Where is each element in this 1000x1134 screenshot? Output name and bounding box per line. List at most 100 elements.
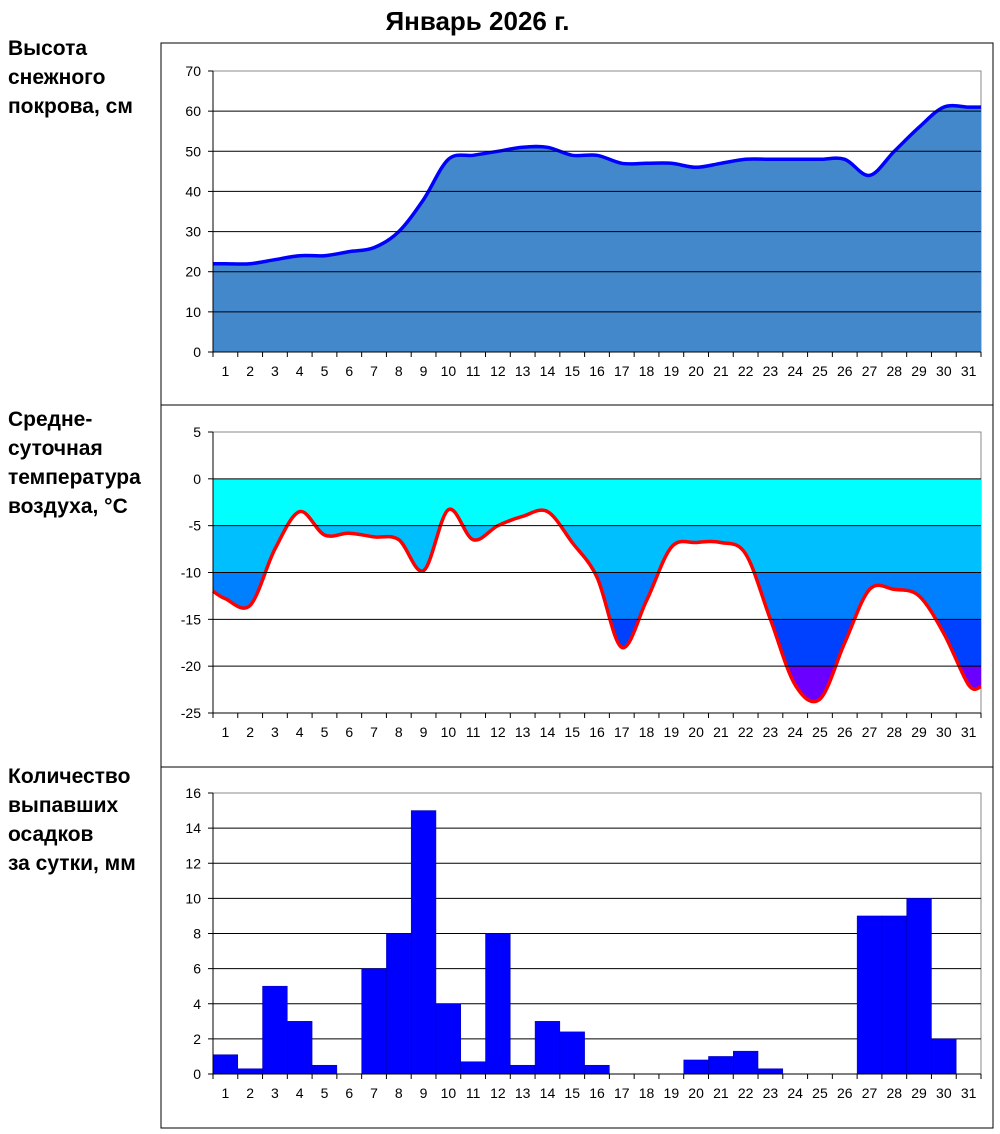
precip-x-tick-label: 15: [564, 1085, 580, 1101]
precip-y-tick-label: 10: [185, 890, 201, 906]
precip-x-tick-label: 12: [490, 1085, 506, 1101]
precip-x-tick-label: 7: [370, 1085, 378, 1101]
snow-x-tick-label: 15: [564, 363, 580, 379]
snow-x-tick-label: 10: [441, 363, 457, 379]
precip-bar: [287, 1021, 313, 1075]
precip-bar: [708, 1056, 734, 1075]
precip-bar: [510, 1064, 536, 1075]
precip-bar: [534, 1021, 561, 1075]
precip-y-tick-label: 4: [193, 996, 201, 1012]
snow-label-line: покрова, см: [8, 95, 133, 118]
temp-x-tick-label: 28: [887, 724, 903, 740]
page-title: Январь 2026 г.: [385, 6, 570, 36]
precip-bar: [931, 1038, 957, 1075]
precip-chart-label: Количество выпавших осадков за сутки, мм: [8, 762, 136, 878]
precip-bar: [212, 1054, 239, 1075]
snow-x-tick-label: 27: [862, 363, 878, 379]
snow-area-fill: [213, 105, 981, 352]
precip-x-tick-label: 24: [787, 1085, 803, 1101]
precip-bar: [410, 810, 437, 1075]
temp-y-tick-label: -25: [181, 705, 201, 721]
temp-y-tick-label: -5: [189, 518, 202, 534]
temp-x-tick-label: 6: [345, 724, 353, 740]
snow-x-tick-label: 16: [589, 363, 605, 379]
snow-x-tick-label: 6: [345, 363, 353, 379]
precip-x-tick-label: 4: [296, 1085, 304, 1101]
precip-y-tick-label: 2: [193, 1031, 201, 1047]
precip-x-tick-label: 13: [515, 1085, 531, 1101]
temp-x-tick-label: 4: [296, 724, 304, 740]
precip-x-tick-label: 20: [688, 1085, 704, 1101]
precip-bar: [559, 1031, 585, 1075]
snow-x-tick-label: 25: [812, 363, 828, 379]
snow-x-tick-label: 29: [911, 363, 927, 379]
temp-x-tick-label: 22: [738, 724, 754, 740]
temp-x-tick-label: 17: [614, 724, 630, 740]
temp-x-tick-label: 5: [321, 724, 329, 740]
temp-x-tick-label: 11: [466, 724, 481, 740]
temp-x-tick-label: 23: [763, 724, 779, 740]
precip-x-tick-label: 28: [887, 1085, 903, 1101]
precip-bar: [757, 1068, 784, 1075]
chart-panel-frame: [160, 766, 994, 1129]
snow-x-tick-label: 30: [936, 363, 952, 379]
temp-x-tick-label: 29: [911, 724, 927, 740]
temp-x-tick-label: 19: [664, 724, 680, 740]
snow-x-tick-label: 5: [321, 363, 329, 379]
temp-label-line: Средне-: [8, 408, 93, 431]
precip-label-line: за сутки, мм: [8, 852, 136, 875]
snow-x-tick-label: 14: [540, 363, 556, 379]
precip-bar: [262, 985, 288, 1075]
precip-y-tick-label: 14: [185, 820, 201, 836]
snow-y-tick-label: 30: [185, 224, 201, 240]
precip-x-tick-label: 27: [862, 1085, 878, 1101]
snow-x-tick-label: 2: [246, 363, 254, 379]
precip-x-tick-label: 31: [961, 1085, 977, 1101]
precip-bar: [856, 915, 883, 1075]
temp-x-tick-label: 2: [246, 724, 254, 740]
temp-x-tick-label: 27: [862, 724, 878, 740]
snow-label-line: снежного: [8, 66, 106, 89]
temp-chart-label: Средне- суточная температура воздуха, °С: [8, 405, 141, 521]
temp-x-tick-label: 7: [370, 724, 378, 740]
snow-x-tick-label: 21: [713, 363, 729, 379]
snow-label-line: Высота: [8, 37, 88, 60]
precip-bar: [584, 1064, 610, 1075]
precip-bar: [906, 898, 932, 1075]
precip-bar: [386, 933, 412, 1075]
temp-label-line: суточная: [8, 437, 103, 460]
temp-y-tick-label: 5: [193, 424, 201, 440]
temp-x-tick-label: 3: [271, 724, 279, 740]
snow-x-tick-label: 18: [639, 363, 655, 379]
temp-x-tick-label: 15: [564, 724, 580, 740]
temp-x-tick-label: 1: [221, 724, 229, 740]
precip-x-tick-label: 1: [221, 1085, 229, 1101]
precip-x-tick-label: 3: [271, 1085, 279, 1101]
precip-label-line: Количество: [8, 765, 131, 788]
precip-bar: [683, 1059, 709, 1075]
temp-x-tick-label: 30: [936, 724, 952, 740]
snow-x-tick-label: 4: [296, 363, 304, 379]
snow-x-tick-label: 17: [614, 363, 630, 379]
temp-fill-band: [213, 478, 981, 526]
temp-x-tick-label: 25: [812, 724, 828, 740]
temp-x-tick-label: 13: [515, 724, 531, 740]
precip-bar: [311, 1064, 338, 1075]
snow-x-tick-label: 1: [221, 363, 229, 379]
temp-y-tick-label: -15: [181, 611, 201, 627]
snow-y-tick-label: 50: [185, 143, 201, 159]
precip-bar: [237, 1068, 263, 1075]
temp-label-line: воздуха, °С: [8, 495, 128, 518]
precip-y-tick-label: 16: [185, 785, 201, 801]
temp-x-tick-label: 10: [441, 724, 457, 740]
precip-x-tick-label: 14: [540, 1085, 556, 1101]
temp-fill-band: [213, 525, 981, 573]
snow-x-tick-label: 19: [664, 363, 680, 379]
precip-x-tick-label: 26: [837, 1085, 853, 1101]
temp-y-tick-label: -10: [181, 565, 201, 581]
precip-y-tick-label: 0: [193, 1066, 201, 1082]
precip-x-tick-label: 8: [395, 1085, 403, 1101]
